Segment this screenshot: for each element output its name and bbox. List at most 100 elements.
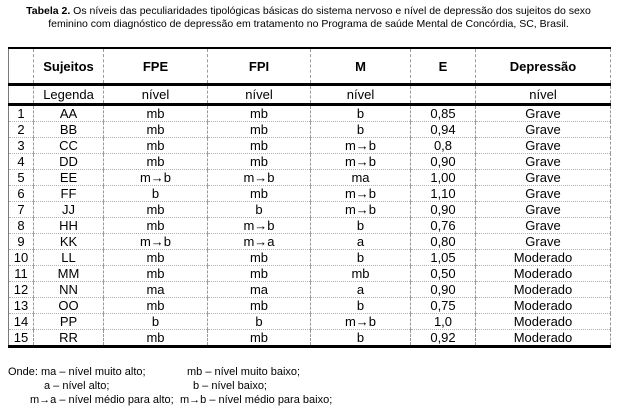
- cell-fpi: m→a: [207, 233, 311, 250]
- caption-line-2: feminino com diagnóstico de depressão em…: [0, 18, 617, 31]
- cell-sujeito: EE: [33, 169, 104, 186]
- cell-fpe: mb: [103, 104, 208, 122]
- cell-m: ma: [310, 169, 411, 186]
- cell-sujeito: AA: [33, 104, 104, 122]
- cell-num: 7: [8, 201, 34, 218]
- cell-fpi: ma: [207, 281, 311, 298]
- cell-depressao: Grave: [475, 121, 611, 138]
- table-row: 2 BB mb mb b 0,94 Grave: [8, 121, 611, 138]
- cell-num: 14: [8, 313, 34, 330]
- cell-num: 9: [8, 233, 34, 250]
- cell-fpe: ma: [103, 281, 208, 298]
- cell-e: 0,76: [410, 217, 476, 234]
- cell-sujeito: KK: [33, 233, 104, 250]
- cell-fpi: mb: [207, 153, 311, 170]
- cell-num: 10: [8, 249, 34, 266]
- cell-e: 0,75: [410, 297, 476, 314]
- cell-sujeito: LL: [33, 249, 104, 266]
- cell-fpi: mb: [207, 297, 311, 314]
- table-row: 8 HH mb m→b b 0,76 Grave: [8, 217, 611, 234]
- cell-fpe: m→b: [103, 169, 208, 186]
- cell-e: 1,0: [410, 313, 476, 330]
- cell-sujeito: BB: [33, 121, 104, 138]
- table-row: 12 NN ma ma a 0,90 Moderado: [8, 281, 611, 298]
- cell-fpe: mb: [103, 153, 208, 170]
- cell-fpi: b: [207, 201, 311, 218]
- cell-fpi: b: [207, 313, 311, 330]
- table-caption: Tabela 2. Os níveis das peculiaridades t…: [0, 5, 617, 31]
- cell-fpe: mb: [103, 329, 208, 347]
- caption-line-1: Tabela 2. Os níveis das peculiaridades t…: [0, 5, 617, 18]
- cell-e: 1,10: [410, 185, 476, 202]
- cell-e: 0,90: [410, 153, 476, 170]
- subheader-index: [8, 84, 34, 106]
- cell-e: 0,92: [410, 329, 476, 347]
- table-row: 1 AA mb mb b 0,85 Grave: [9, 104, 611, 122]
- table-row: 7 JJ mb b m→b 0,90 Grave: [8, 201, 611, 218]
- cell-sujeito: NN: [33, 281, 104, 298]
- cell-fpe: mb: [103, 249, 208, 266]
- cell-fpi: mb: [207, 265, 311, 282]
- cell-m: m→b: [310, 313, 411, 330]
- cell-e: 1,05: [410, 249, 476, 266]
- cell-fpe: mb: [103, 201, 208, 218]
- cell-depressao: Grave: [475, 217, 611, 234]
- cell-fpi: mb: [207, 249, 311, 266]
- table-row: 3 CC mb mb m→b 0,8 Grave: [8, 137, 611, 154]
- subheader-fpi-nivel: nível: [207, 84, 311, 106]
- cell-depressao: Moderado: [475, 297, 611, 314]
- cell-depressao: Grave: [475, 201, 611, 218]
- cell-depressao: Moderado: [475, 265, 611, 282]
- cell-fpe: b: [103, 185, 208, 202]
- cell-num: 5: [8, 169, 34, 186]
- table-row: 15 RR mb mb b 0,92 Moderado: [8, 329, 611, 347]
- legend-note: Onde: ma – nível muito alto; a – nível a…: [8, 365, 608, 409]
- cell-m: m→b: [310, 201, 411, 218]
- cell-fpi: mb: [207, 329, 311, 347]
- column-header-e: E: [410, 48, 476, 86]
- table-row: 4 DD mb mb m→b 0,90 Grave: [8, 153, 611, 170]
- cell-depressao: Grave: [475, 233, 611, 250]
- cell-m: b: [310, 329, 411, 347]
- table-body: 1 AA mb mb b 0,85 Grave 2 BB mb mb b 0,94 Grave 3 CC mb m…: [8, 104, 611, 347]
- cell-e: 0,90: [410, 201, 476, 218]
- cell-depressao: Grave: [475, 104, 611, 122]
- table-row: 10 LL mb mb b 1,05 Moderado: [8, 249, 611, 266]
- cell-fpi: mb: [207, 137, 311, 154]
- cell-e: 0,50: [410, 265, 476, 282]
- legend-left-column: Onde: ma – nível muito alto; a – nível a…: [8, 365, 174, 407]
- column-header-depressao: Depressão: [475, 48, 611, 86]
- cell-depressao: Moderado: [475, 329, 611, 347]
- subheader-depressao-nivel: nível: [475, 84, 611, 106]
- cell-num: 15: [8, 329, 34, 347]
- cell-fpe: b: [103, 313, 208, 330]
- cell-e: 0,80: [410, 233, 476, 250]
- cell-num: 13: [8, 297, 34, 314]
- table-row: 5 EE m→b m→b ma 1,00 Grave: [8, 169, 611, 186]
- cell-e: 1,00: [410, 169, 476, 186]
- cell-num: 12: [8, 281, 34, 298]
- cell-fpe: mb: [103, 217, 208, 234]
- column-header-fpe: FPE: [103, 48, 208, 86]
- cell-m: m→b: [310, 137, 411, 154]
- cell-m: b: [310, 249, 411, 266]
- cell-e: 0,85: [410, 104, 476, 122]
- cell-sujeito: DD: [33, 153, 104, 170]
- legend-item-a: a – nível alto;: [44, 380, 110, 392]
- cell-sujeito: CC: [33, 137, 104, 154]
- cell-depressao: Grave: [475, 153, 611, 170]
- cell-depressao: Grave: [475, 137, 611, 154]
- table-header-row: Sujeitos FPE FPI M E Depressão: [8, 48, 611, 86]
- cell-num: 2: [8, 121, 34, 138]
- cell-sujeito: MM: [33, 265, 104, 282]
- cell-num: 4: [8, 153, 34, 170]
- cell-sujeito: RR: [33, 329, 104, 347]
- cell-m: a: [310, 281, 411, 298]
- cell-m: b: [310, 121, 411, 138]
- cell-m: b: [310, 297, 411, 314]
- cell-m: a: [310, 233, 411, 250]
- cell-e: 0,8: [410, 137, 476, 154]
- cell-depressao: Grave: [475, 169, 611, 186]
- cell-e: 0,90: [410, 281, 476, 298]
